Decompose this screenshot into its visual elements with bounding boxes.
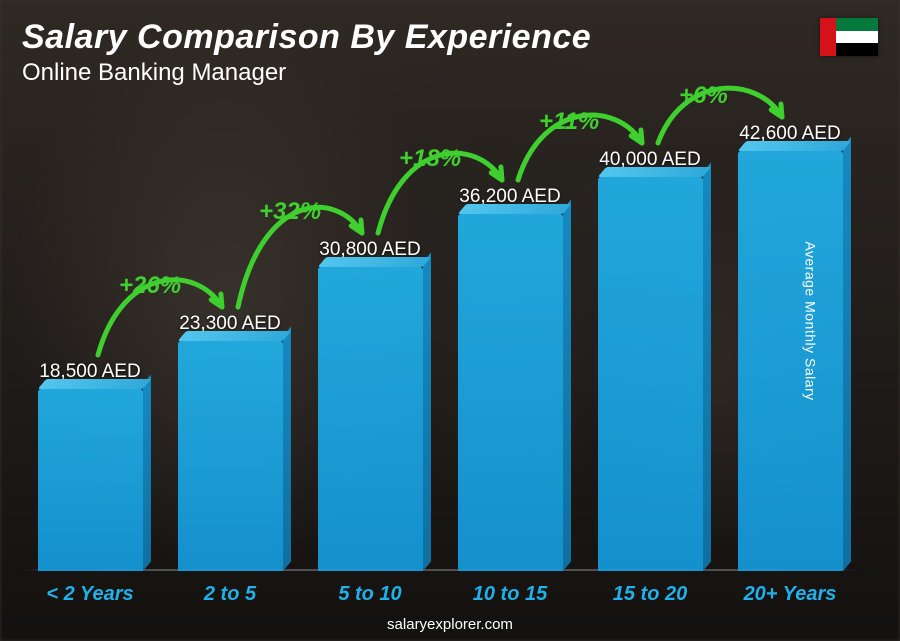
footer-attribution: salaryexplorer.com: [0, 616, 900, 633]
x-axis-label: 15 to 20: [590, 583, 710, 606]
increase-arrow-icon: [30, 101, 850, 571]
x-axis-label: < 2 Years: [30, 583, 150, 606]
x-axis-labels: < 2 Years 2 to 5 5 to 10 10 to 15 15 to 20 20…: [30, 583, 850, 606]
x-axis-label: 10 to 15: [450, 583, 570, 606]
x-axis-label: 5 to 10: [310, 583, 430, 606]
x-axis-label: 20+ Years: [730, 583, 850, 606]
chart-title: Salary Comparison By Experience: [22, 18, 878, 57]
uae-flag-icon: [820, 18, 878, 56]
header: Salary Comparison By Experience Online B…: [22, 18, 878, 87]
chart-area: 18,500 AED23,300 AED30,800 AED36,200 AED…: [30, 101, 850, 571]
y-axis-label: Average Monthly Salary: [802, 241, 818, 400]
x-axis-label: 2 to 5: [170, 583, 290, 606]
chart-subtitle: Online Banking Manager: [22, 59, 878, 87]
